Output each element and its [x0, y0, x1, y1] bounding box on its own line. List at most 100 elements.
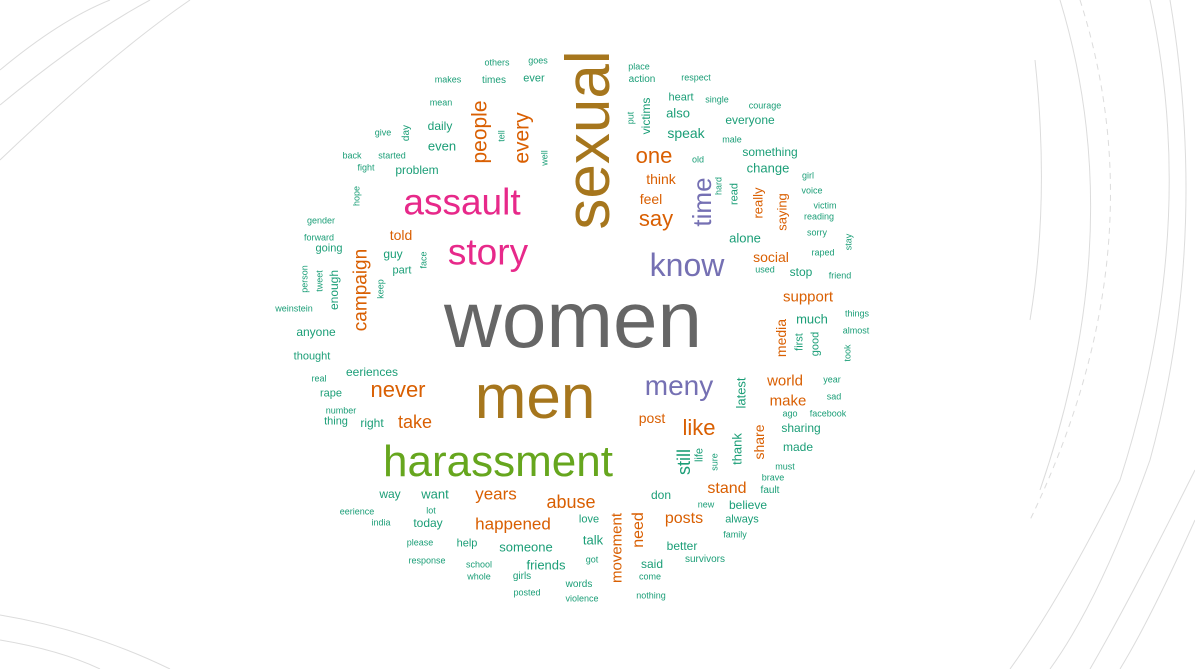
cloud-word-stand: stand	[707, 480, 747, 497]
cloud-word-male: male	[722, 134, 742, 145]
bottom-left-arc-line	[0, 614, 171, 669]
cloud-word-thought: thought	[293, 350, 331, 363]
cloud-word-part: part	[392, 264, 412, 277]
cloud-word-things: things	[844, 308, 870, 319]
cloud-word-guy: guy	[383, 247, 403, 261]
cloud-word-anyone: anyone	[296, 325, 336, 339]
cloud-word-sexual: sexual	[554, 50, 623, 230]
cloud-word-good: good	[809, 331, 822, 357]
cloud-word-face: face	[418, 251, 429, 269]
right-arc-line	[1009, 0, 1170, 669]
cloud-word-harassment: harassment	[383, 437, 613, 486]
right-arc-line	[1039, 0, 1092, 491]
cloud-word-change: change	[746, 160, 790, 176]
cloud-word-told: told	[389, 227, 413, 243]
cloud-word-something: something	[742, 145, 798, 159]
cloud-word-rape: rape	[319, 387, 343, 400]
cloud-word-speak: speak	[667, 125, 705, 141]
cloud-word-alone: alone	[729, 230, 761, 246]
cloud-word-better: better	[666, 539, 698, 553]
cloud-word-social: social	[753, 249, 789, 265]
right-arc-line	[1029, 59, 1042, 321]
cloud-word-school: school	[465, 559, 493, 570]
cloud-word-need: need	[630, 512, 647, 548]
cloud-word-sure: sure	[709, 453, 720, 471]
cloud-word-real: real	[311, 373, 327, 384]
cloud-word-really: really	[750, 187, 766, 219]
cloud-word-always: always	[725, 513, 759, 526]
cloud-word-well: well	[539, 150, 550, 166]
cloud-word-must: must	[775, 461, 795, 472]
cloud-word-started: started	[378, 150, 406, 161]
cloud-word-thank: thank	[729, 433, 745, 465]
cloud-word-also: also	[666, 105, 690, 121]
cloud-word-right: right	[360, 416, 384, 430]
cloud-word-victim: victim	[813, 200, 837, 211]
cloud-word-others: others	[484, 57, 510, 68]
cloud-word-girls: girls	[512, 571, 532, 582]
cloud-word-post: post	[638, 410, 666, 426]
cloud-word-girl: girl	[801, 170, 815, 181]
cloud-word-tell: tell	[496, 130, 507, 142]
cloud-word-meny: meny	[644, 370, 714, 401]
cloud-word-friends: friends	[526, 557, 566, 573]
cloud-word-words: words	[565, 579, 593, 590]
cloud-word-want: want	[421, 486, 449, 502]
cloud-word-don: don	[650, 488, 672, 502]
cloud-word-abuse: abuse	[546, 492, 596, 512]
cloud-word-story: story	[447, 231, 529, 273]
cloud-word-talk: talk	[582, 532, 604, 548]
cloud-word-women: women	[444, 275, 702, 364]
cloud-word-stop: stop	[789, 265, 813, 279]
cloud-word-sharing: sharing	[781, 421, 821, 435]
cloud-word-whole: whole	[467, 571, 491, 582]
bottom-left-arc-line	[0, 639, 101, 669]
cloud-word-sad: sad	[826, 391, 842, 402]
cloud-word-believe: believe	[728, 498, 768, 512]
right-arc-line	[1049, 0, 1187, 669]
cloud-word-support: support	[782, 288, 834, 306]
cloud-word-ago: ago	[782, 408, 798, 419]
cloud-word-say: say	[638, 206, 674, 231]
cloud-word-time: time	[687, 177, 717, 227]
cloud-word-media: media	[773, 318, 789, 358]
cloud-word-make: make	[769, 392, 807, 410]
cloud-word-come: come	[638, 571, 662, 582]
cloud-word-weinstein: weinstein	[275, 303, 313, 314]
cloud-word-today: today	[413, 516, 443, 530]
right-arc-line	[1119, 519, 1195, 669]
cloud-word-family: family	[723, 529, 747, 540]
cloud-word-fault: fault	[760, 485, 780, 496]
cloud-word-makes: makes	[434, 74, 462, 85]
cloud-word-eeriences: eeriences	[345, 365, 399, 379]
cloud-word-victims: victims	[639, 97, 653, 135]
right-arc-line	[1029, 0, 1111, 521]
cloud-word-survivors: survivors	[684, 554, 726, 565]
cloud-word-help: help	[456, 537, 478, 550]
cloud-word-someone: someone	[499, 539, 553, 555]
cloud-word-voice: voice	[801, 185, 823, 196]
cloud-word-tweet: tweet	[314, 270, 325, 292]
cloud-word-saying: saying	[774, 193, 790, 231]
cloud-word-reading: reading	[803, 211, 835, 222]
cloud-word-every: every	[510, 112, 534, 164]
cloud-word-happened: happened	[475, 514, 551, 534]
cloud-word-put: put	[625, 111, 636, 125]
cloud-word-people: people	[468, 100, 492, 164]
cloud-word-years: years	[475, 484, 517, 504]
cloud-word-number: number	[325, 405, 357, 416]
cloud-word-new: new	[697, 499, 715, 510]
cloud-word-lot: lot	[426, 505, 436, 516]
cloud-word-problem: problem	[395, 163, 439, 177]
cloud-word-almost: almost	[842, 325, 870, 336]
cloud-word-like: like	[682, 415, 716, 440]
cloud-word-got: got	[585, 554, 599, 565]
cloud-word-action: action	[628, 74, 656, 85]
cloud-word-violence: violence	[565, 593, 599, 604]
cloud-word-india: india	[371, 517, 391, 528]
cloud-word-movement: movement	[608, 512, 626, 584]
top-left-arc-line	[0, 0, 111, 71]
cloud-word-posted: posted	[513, 587, 541, 598]
cloud-word-mean: mean	[429, 97, 453, 108]
